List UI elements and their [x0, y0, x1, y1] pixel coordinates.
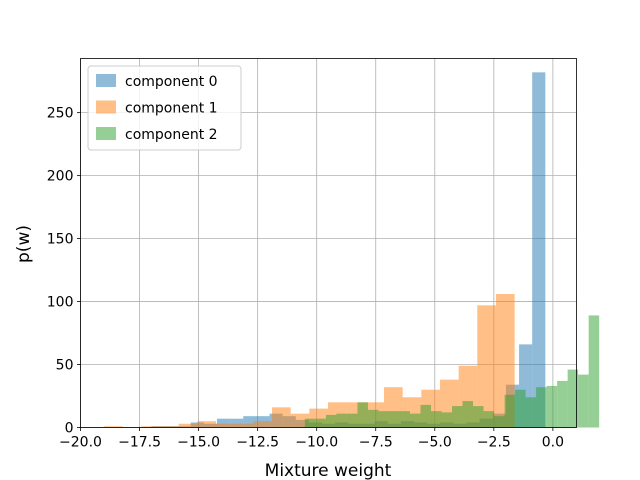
x-tick-label: −12.5: [236, 435, 279, 451]
histogram-bar: [315, 418, 326, 428]
histogram-bar: [504, 394, 516, 428]
histogram-bar: [357, 402, 368, 428]
y-tick-label: 100: [47, 295, 74, 311]
histogram-bar: [272, 407, 291, 428]
x-tick-label: −7.5: [359, 435, 393, 451]
x-tick-label: −20.0: [59, 435, 102, 451]
histogram-bar: [588, 315, 600, 428]
histogram-bar: [578, 374, 589, 428]
histogram-bar: [378, 411, 389, 428]
histogram-bar: [567, 369, 579, 428]
x-tick-label: 0.0: [542, 435, 564, 451]
legend-swatch: [96, 100, 116, 114]
histogram-bar: [160, 426, 179, 428]
histogram-bar: [462, 401, 474, 428]
histogram-bar: [515, 389, 526, 428]
histogram-bar: [367, 409, 379, 428]
histogram-bar: [290, 413, 310, 428]
legend: component 0 component 1 component 2: [87, 65, 242, 151]
histogram-bar: [230, 418, 244, 428]
histogram-bar: [336, 413, 347, 428]
series-2-bars: [304, 315, 600, 428]
histogram-bar: [325, 414, 337, 428]
plot-frame: [80, 58, 577, 428]
histogram-bar: [431, 411, 442, 428]
bars: [104, 72, 600, 428]
histogram-bar: [557, 380, 568, 428]
histogram-bar: [420, 404, 432, 428]
histogram-bar: [532, 72, 546, 428]
grid: [80, 58, 577, 428]
histogram-bar: [483, 411, 495, 428]
legend-label: component 0: [125, 74, 218, 90]
legend-swatch: [96, 127, 116, 140]
x-tick-label: −5.0: [418, 435, 452, 451]
legend-label: component 2: [125, 127, 218, 143]
histogram-bar: [304, 418, 316, 428]
legend-box: [87, 65, 242, 151]
histogram-bar: [216, 423, 235, 428]
histogram-bar: [197, 421, 217, 428]
y-tick-label: 150: [47, 232, 74, 248]
y-axis-ticks: 0 50 100 150 200 250: [47, 106, 81, 437]
histogram-bar: [388, 411, 400, 428]
x-tick-label: −17.5: [118, 435, 161, 451]
histogram-bar: [253, 421, 273, 428]
x-tick-label: −2.5: [477, 435, 511, 451]
histogram-bar: [346, 413, 358, 428]
histogram-bar: [473, 406, 484, 428]
histogram-bar: [546, 385, 558, 428]
histogram-bar: [536, 387, 547, 428]
histogram-bar: [178, 423, 198, 428]
x-axis-label: Mixture weight: [265, 461, 392, 480]
histogram-bar: [452, 406, 463, 428]
histogram-bar: [243, 416, 257, 428]
legend-label: component 1: [125, 101, 218, 117]
x-axis-ticks: −20.0 −17.5 −15.0 −12.5 −10.0 −7.5 −5.0 −2.5 0.0: [59, 427, 564, 451]
histogram-bar: [477, 305, 496, 428]
histogram-bar: [525, 397, 537, 428]
y-tick-label: 50: [56, 358, 74, 374]
histogram-bar: [494, 416, 505, 428]
histogram-bar: [409, 413, 421, 428]
histogram-bar: [217, 418, 231, 428]
x-tick-label: −10.0: [295, 435, 338, 451]
histogram-bar: [495, 294, 515, 428]
histogram-bar: [234, 423, 254, 428]
histogram-bar: [399, 411, 410, 428]
y-tick-label: 250: [47, 106, 74, 122]
histogram-bar: [104, 426, 123, 428]
histogram-bar: [141, 426, 161, 428]
y-tick-label: 0: [65, 421, 74, 437]
y-tick-label: 200: [47, 169, 74, 185]
y-axis-label: p(w): [14, 225, 34, 263]
histogram-bar: [441, 412, 453, 428]
legend-swatch: [96, 74, 116, 87]
x-tick-label: −15.0: [177, 435, 220, 451]
